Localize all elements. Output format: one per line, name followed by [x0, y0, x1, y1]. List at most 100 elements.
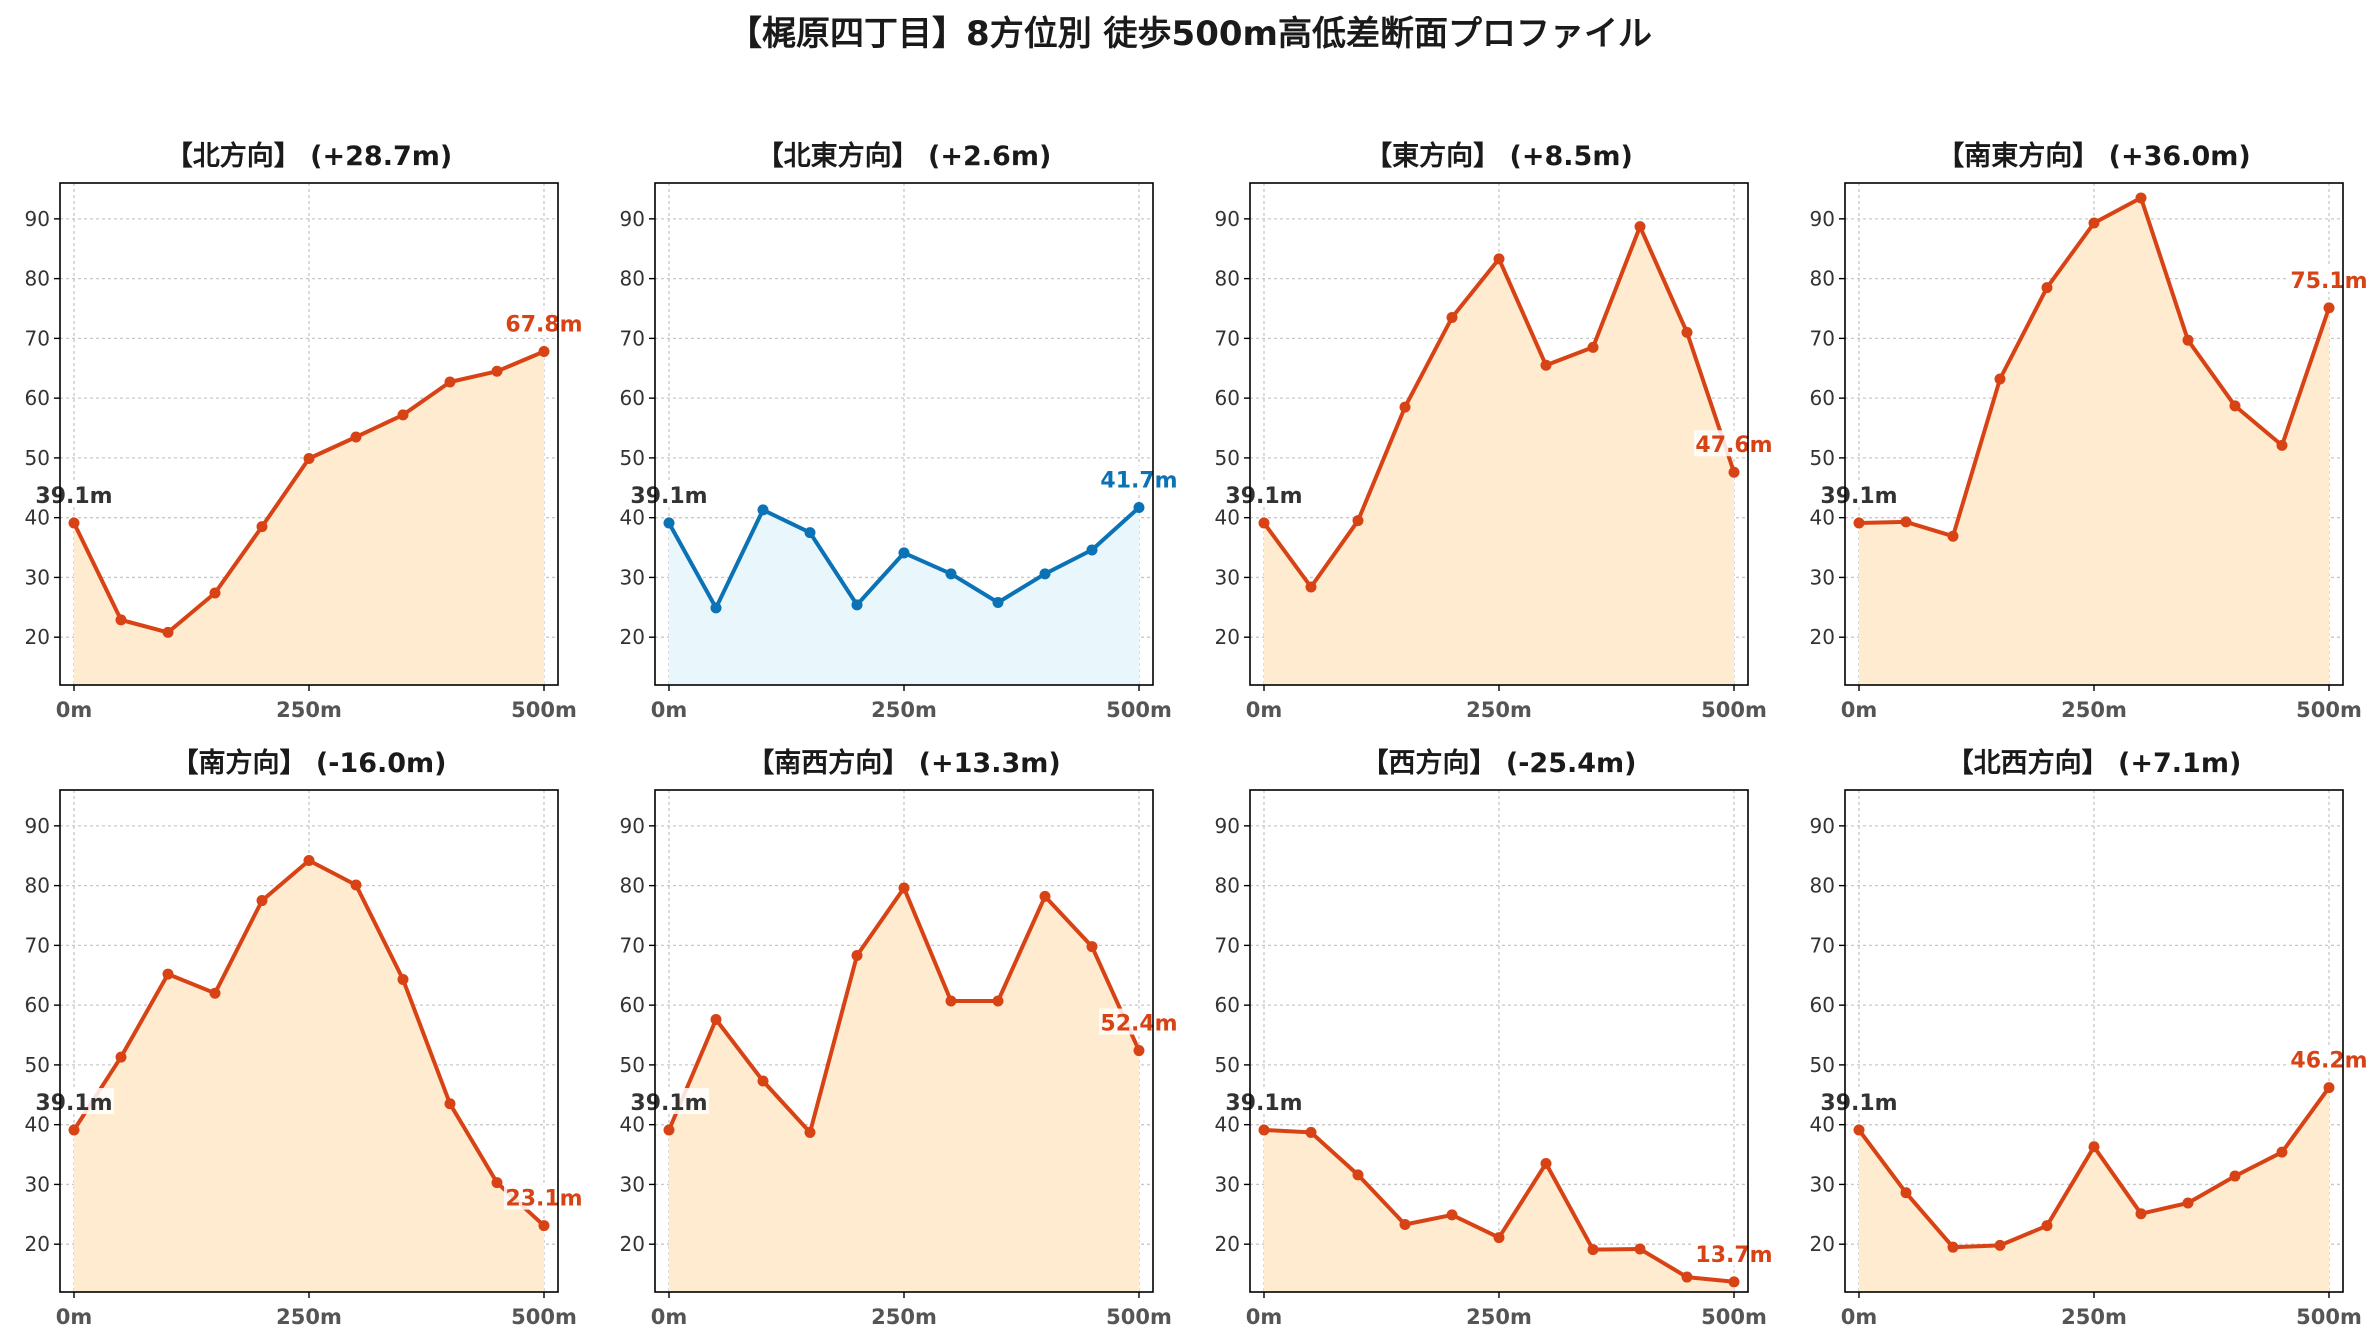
data-point	[1086, 544, 1098, 556]
data-point	[491, 1177, 503, 1189]
axes-frame	[1249, 789, 1749, 1293]
y-tick-label: 80	[1215, 874, 1240, 898]
x-tick-label: 500m	[511, 1305, 577, 1329]
data-point	[2229, 1170, 2241, 1182]
data-point	[1728, 466, 1740, 478]
x-tick-label: 250m	[276, 1305, 342, 1329]
y-tick-label: 80	[620, 874, 645, 898]
end-value-label: 47.6m	[1695, 433, 1772, 458]
data-point	[1853, 517, 1865, 529]
y-tick-label: 40	[1810, 506, 1835, 530]
y-tick-label: 40	[620, 506, 645, 530]
x-tick-label: 500m	[511, 698, 577, 722]
y-tick-label: 40	[1215, 1113, 1240, 1137]
data-point	[1634, 1243, 1646, 1255]
y-tick-label: 70	[1215, 933, 1240, 957]
area-fill	[669, 888, 1139, 1292]
y-tick-label: 30	[1215, 565, 1240, 589]
y-tick-label: 20	[1215, 625, 1240, 649]
panel-title: 【西方向】 (-25.4m)	[1361, 747, 1636, 779]
data-point	[2088, 217, 2100, 229]
start-value-label: 39.1m	[35, 484, 112, 509]
data-point	[757, 1075, 769, 1087]
x-tick-label: 250m	[871, 698, 937, 722]
y-tick-label: 90	[25, 814, 50, 838]
y-tick-label: 70	[620, 326, 645, 350]
y-tick-label: 50	[1215, 1053, 1240, 1077]
y-tick-label: 70	[1810, 326, 1835, 350]
data-point	[2323, 1082, 2335, 1094]
y-tick-label: 60	[1215, 386, 1240, 410]
data-point	[1446, 311, 1458, 323]
data-point	[491, 365, 503, 377]
end-value-label: 46.2m	[2290, 1049, 2367, 1074]
end-value-label: 13.7m	[1695, 1243, 1772, 1268]
data-point	[945, 995, 957, 1007]
data-point	[710, 602, 722, 614]
data-point	[1947, 530, 1959, 542]
data-point	[2182, 334, 2194, 346]
panel-2: 【東方向】 (+8.5m) 20 30 40 50 60 70 80 90 0m 250m 500m 3…	[1215, 140, 1774, 722]
data-point	[1493, 253, 1505, 265]
panel-title: 【東方向】 (+8.5m)	[1365, 140, 1633, 172]
y-tick-label: 80	[1810, 267, 1835, 291]
x-tick-label: 500m	[1701, 1305, 1767, 1329]
data-point	[1900, 516, 1912, 528]
x-tick-label: 250m	[2061, 1305, 2127, 1329]
data-point	[851, 950, 863, 962]
start-value-label: 39.1m	[35, 1091, 112, 1116]
data-point	[1352, 515, 1364, 527]
y-tick-label: 40	[1810, 1113, 1835, 1137]
end-label-bg	[504, 309, 584, 336]
data-point	[68, 1124, 80, 1136]
data-point	[1399, 1218, 1411, 1230]
data-point	[256, 521, 268, 533]
x-tick-label: 0m	[1246, 1305, 1283, 1329]
data-point	[1947, 1241, 1959, 1253]
y-tick-label: 20	[25, 625, 50, 649]
data-point	[209, 587, 221, 599]
end-value-label: 23.1m	[505, 1187, 582, 1212]
y-tick-label: 50	[1810, 446, 1835, 470]
data-point	[1587, 1244, 1599, 1256]
x-tick-label: 500m	[2296, 1305, 2362, 1329]
data-point	[1352, 1169, 1364, 1181]
y-tick-label: 60	[1810, 386, 1835, 410]
start-label-bg	[1819, 1088, 1899, 1115]
x-tick-label: 0m	[1841, 1305, 1878, 1329]
data-point	[945, 568, 957, 580]
data-point	[804, 527, 816, 539]
y-tick-label: 70	[1215, 326, 1240, 350]
data-point	[538, 1220, 550, 1232]
y-tick-label: 30	[25, 1172, 50, 1196]
start-value-label: 39.1m	[630, 1091, 707, 1116]
data-point	[663, 1124, 675, 1136]
data-point	[444, 1098, 456, 1110]
y-tick-label: 30	[620, 1172, 645, 1196]
y-tick-label: 30	[620, 565, 645, 589]
panel-title: 【北西方向】 (+7.1m)	[1947, 747, 2242, 779]
x-tick-label: 250m	[871, 1305, 937, 1329]
end-label-bg	[1099, 1008, 1179, 1035]
y-tick-label: 20	[1810, 1232, 1835, 1256]
data-point	[2088, 1141, 2100, 1153]
y-tick-label: 60	[620, 993, 645, 1017]
x-tick-label: 0m	[1246, 698, 1283, 722]
x-tick-label: 0m	[56, 698, 93, 722]
y-tick-label: 80	[1215, 267, 1240, 291]
data-point	[1853, 1124, 1865, 1136]
x-tick-label: 500m	[1106, 698, 1172, 722]
end-value-label: 75.1m	[2290, 269, 2367, 294]
data-point	[1133, 1045, 1145, 1057]
data-point	[303, 855, 315, 867]
data-point	[209, 987, 221, 999]
data-point	[710, 1013, 722, 1025]
data-point	[538, 346, 550, 358]
x-tick-label: 0m	[1841, 698, 1878, 722]
data-point	[757, 504, 769, 516]
data-point	[1681, 326, 1693, 338]
x-tick-label: 250m	[276, 698, 342, 722]
area-fill	[1264, 1130, 1734, 1292]
area-fill	[74, 860, 544, 1292]
start-label-bg	[629, 1088, 709, 1115]
